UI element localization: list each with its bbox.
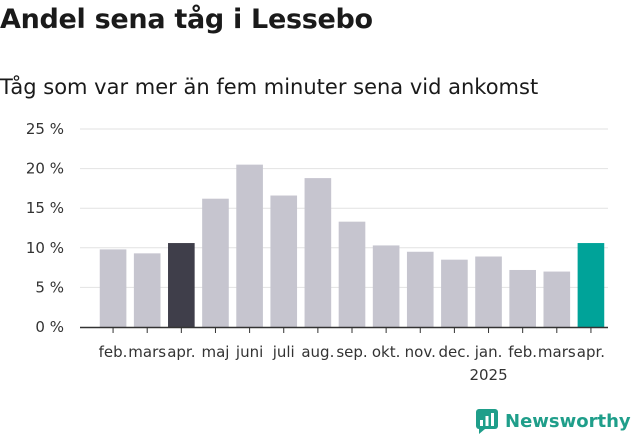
chart-subtitle: Tåg som var mer än fem minuter sena vid …: [0, 75, 539, 99]
y-tick-label: 5 %: [35, 278, 64, 296]
y-tick-label: 0 %: [35, 318, 64, 336]
chart-title: Andel sena tåg i Lessebo: [0, 4, 373, 35]
x-tick-label: juli: [272, 343, 295, 361]
bar-chart: 0 %5 %10 %15 %20 %25 %feb. mars apr. maj jun…: [26, 120, 608, 384]
newsworthy-logo-text: Newsworthy: [505, 410, 631, 432]
bar: [577, 243, 605, 327]
bar: [168, 243, 195, 327]
y-tick-label: 10 %: [26, 239, 64, 257]
bar: [133, 253, 161, 327]
newsworthy-logo: Newsworthy: [475, 408, 631, 434]
bar: [441, 259, 468, 327]
x-tick-label: maj: [201, 343, 229, 361]
bar: [270, 195, 298, 327]
x-tick-label: mars: [128, 343, 166, 361]
bar: [236, 164, 263, 327]
y-tick-label: 15 %: [26, 199, 64, 217]
bar: [475, 256, 502, 327]
bar: [543, 271, 571, 327]
y-tick-label: 20 %: [26, 160, 64, 178]
bar: [509, 269, 536, 327]
x-tick-label: sep.: [336, 343, 367, 361]
y-tick-label: 25 %: [26, 120, 64, 138]
bar: [304, 178, 332, 327]
bar: [99, 249, 127, 327]
x-tick-label: dec.: [439, 343, 471, 361]
x-tick-label: feb.: [99, 343, 128, 361]
newsworthy-logo-icon: [476, 409, 498, 434]
x-tick-label: okt.: [372, 343, 401, 361]
x-tick-label: apr.: [577, 343, 605, 361]
bar: [406, 251, 434, 327]
x-tick-label: jan.: [474, 343, 503, 361]
x-tick-label: aug.: [301, 343, 334, 361]
x-tick-label: feb.: [508, 343, 537, 361]
x-tick-label: apr.: [167, 343, 195, 361]
bar: [338, 221, 366, 327]
bar: [372, 245, 400, 327]
bar: [202, 198, 229, 327]
x-tick-label: mars: [538, 343, 576, 361]
x-year-label: 2025: [469, 366, 507, 384]
x-tick-label: juni: [235, 343, 263, 361]
x-tick-label: nov.: [405, 343, 436, 361]
